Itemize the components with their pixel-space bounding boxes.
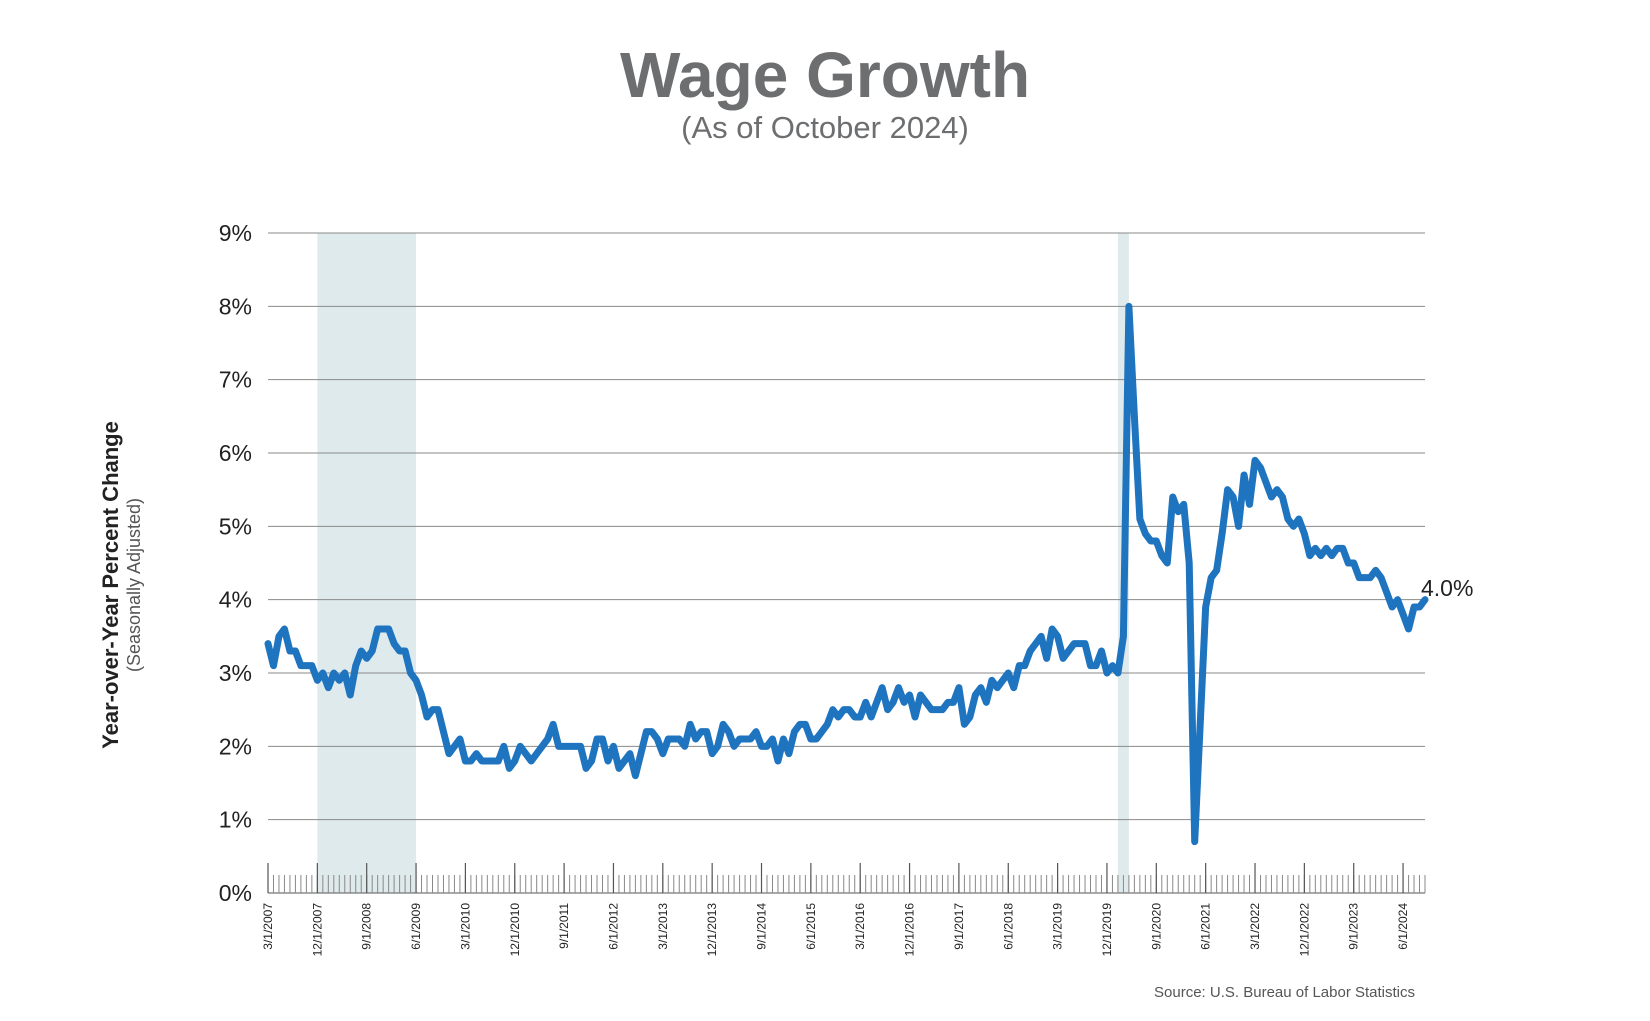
y-axis-ticks: 0% 1% 2% 3% 4% 5% 6% 7% 8% 9% [219, 220, 252, 906]
y-tick-label: 9% [219, 220, 252, 246]
x-tick-label: 3/1/2019 [1051, 903, 1065, 950]
y-axis-sublabel: (Seasonally Adjusted) [124, 498, 144, 672]
x-tick-label: 12/1/2010 [508, 903, 522, 957]
y-tick-label: 4% [219, 587, 252, 613]
series-line [264, 302, 1429, 846]
x-tick-label: 9/1/2011 [557, 903, 571, 949]
x-tick-label: 9/1/2014 [755, 903, 769, 950]
x-tick-label: 9/1/2008 [360, 903, 374, 950]
chart-subtitle: (As of October 2024) [681, 110, 969, 145]
y-tick-label: 2% [219, 733, 252, 759]
x-tick-label: 6/1/2021 [1199, 903, 1213, 950]
x-tick-label: 6/1/2024 [1396, 903, 1410, 950]
y-axis-label: Year-over-Year Percent Change [98, 421, 123, 749]
x-tick-label: 3/1/2007 [261, 903, 275, 950]
x-tick-label: 12/1/2007 [310, 903, 324, 957]
source-note: Source: U.S. Bureau of Labor Statistics [1154, 984, 1415, 1001]
x-tick-label: 12/1/2019 [1100, 903, 1114, 957]
x-tick-label: 3/1/2022 [1248, 903, 1262, 950]
x-tick-label: 3/1/2010 [458, 903, 472, 950]
y-tick-label: 8% [219, 293, 252, 319]
x-axis: 3/1/2007 12/1/2007 9/1/2008 6/1/2009 3/1/201… [261, 863, 1426, 957]
y-tick-label: 0% [219, 880, 252, 906]
x-tick-label: 12/1/2013 [705, 903, 719, 957]
y-tick-label: 7% [219, 367, 252, 393]
x-tick-label: 6/1/2018 [1001, 903, 1015, 950]
end-value-label: 4.0% [1421, 575, 1473, 601]
chart-title: Wage Growth [619, 39, 1031, 111]
gridlines [268, 232, 1425, 821]
x-tick-label: 12/1/2016 [903, 903, 917, 957]
y-tick-label: 3% [219, 660, 252, 686]
x-tick-label: 9/1/2017 [952, 903, 966, 950]
x-tick-label: 3/1/2013 [656, 903, 670, 950]
x-tick-label: 6/1/2012 [606, 903, 620, 950]
x-tick-label: 12/1/2022 [1297, 903, 1311, 957]
y-tick-label: 1% [219, 807, 252, 833]
x-tick-label: 3/1/2016 [853, 903, 867, 950]
y-tick-label: 6% [219, 440, 252, 466]
x-tick-label: 6/1/2009 [409, 903, 423, 950]
series-line-group [264, 302, 1429, 846]
x-tick-label: 6/1/2015 [804, 903, 818, 950]
recession-band-1 [317, 233, 417, 893]
recession-shading [317, 233, 1129, 893]
x-tick-label: 9/1/2023 [1347, 903, 1361, 950]
x-tick-label: 9/1/2020 [1149, 903, 1163, 950]
y-tick-label: 5% [219, 513, 252, 539]
